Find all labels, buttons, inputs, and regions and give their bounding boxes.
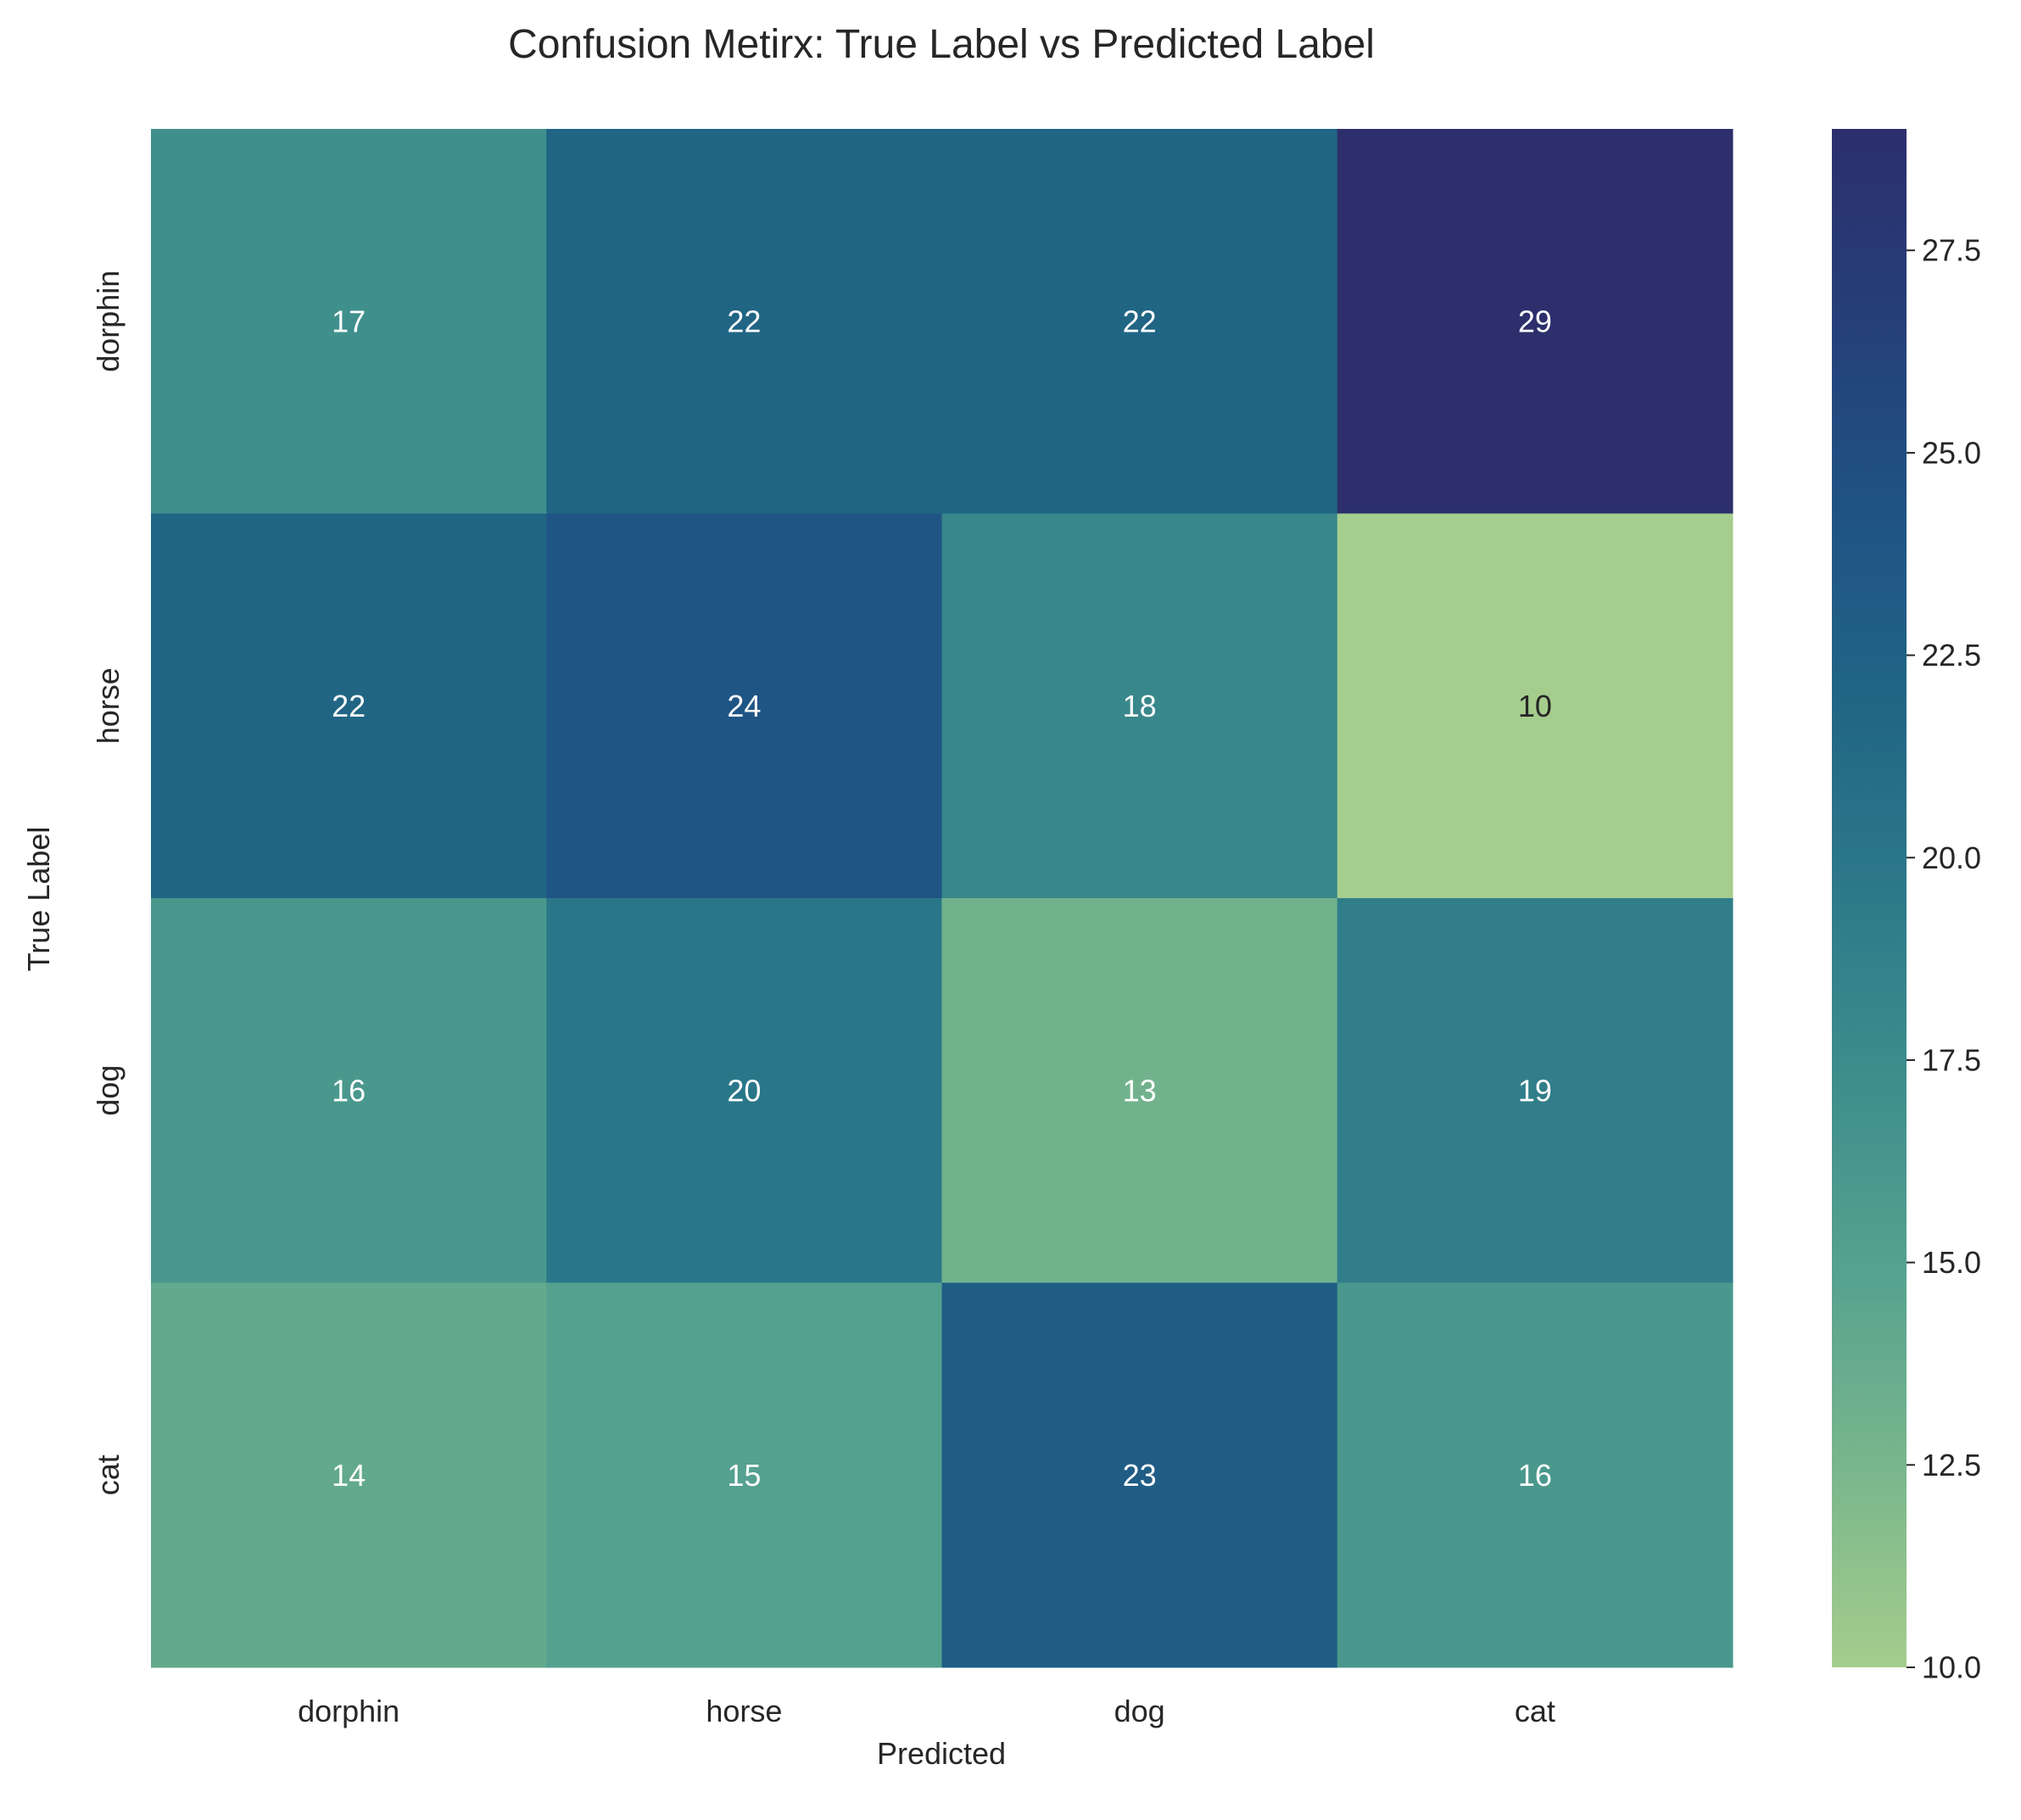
heatmap-cell bbox=[151, 1282, 547, 1668]
colorbar-tick-label: 25.0 bbox=[1922, 435, 1981, 470]
cell-value-label: 13 bbox=[1123, 1073, 1157, 1108]
y-tick-label: horse bbox=[91, 667, 126, 744]
heatmap-cell bbox=[1337, 1282, 1733, 1668]
heatmap-cell bbox=[546, 1282, 942, 1668]
heatmap-cell bbox=[546, 129, 942, 514]
colorbar-tick-label: 17.5 bbox=[1922, 1042, 1981, 1077]
heatmap-cell-labels: 17 22 22 29 22 24 18 10 16 20 13 19 14 15 23 16 bbox=[332, 304, 1552, 1493]
colorbar-tick-label: 10.0 bbox=[1922, 1650, 1981, 1685]
y-tick-label: cat bbox=[91, 1454, 126, 1495]
cell-value-label: 22 bbox=[332, 689, 366, 723]
heatmap-cell bbox=[941, 1282, 1338, 1668]
x-tick-label: horse bbox=[706, 1694, 782, 1728]
y-tick-labels: dorphin horse dog cat bbox=[91, 271, 126, 1496]
heatmap-cell bbox=[1337, 513, 1733, 899]
heatmap-cell bbox=[151, 513, 547, 899]
cell-value-label: 23 bbox=[1123, 1458, 1157, 1493]
colorbar-tick-label: 20.0 bbox=[1922, 840, 1981, 875]
heatmap-cell bbox=[941, 513, 1338, 899]
cell-value-label: 24 bbox=[727, 689, 761, 723]
cell-value-label: 10 bbox=[1518, 689, 1552, 723]
y-axis-label: True Label bbox=[21, 827, 56, 972]
heatmap-cell bbox=[546, 513, 942, 899]
colorbar-tick-label: 12.5 bbox=[1922, 1448, 1981, 1482]
cell-value-label: 17 bbox=[332, 304, 366, 338]
cell-value-label: 29 bbox=[1518, 304, 1552, 338]
colorbar bbox=[1832, 129, 1907, 1667]
heatmap-cell bbox=[151, 129, 547, 514]
x-tick-label: dog bbox=[1114, 1694, 1165, 1728]
colorbar-ticks: 10.0 12.5 15.0 17.5 20.0 22.5 25.0 27.5 bbox=[1907, 233, 1981, 1685]
y-tick-label: dog bbox=[91, 1065, 126, 1116]
cell-value-label: 14 bbox=[332, 1458, 366, 1493]
cell-value-label: 16 bbox=[332, 1073, 366, 1108]
heatmap-cells bbox=[151, 129, 1733, 1668]
colorbar-tick-label: 15.0 bbox=[1922, 1245, 1981, 1280]
cell-value-label: 16 bbox=[1518, 1458, 1552, 1493]
heatmap-cell bbox=[1337, 129, 1733, 514]
cell-value-label: 22 bbox=[727, 304, 761, 338]
cell-value-label: 20 bbox=[727, 1073, 761, 1108]
heatmap-cell bbox=[941, 898, 1338, 1283]
x-tick-labels: dorphin horse dog cat bbox=[298, 1694, 1555, 1728]
x-tick-label: cat bbox=[1515, 1694, 1555, 1728]
x-axis-label: Predicted bbox=[877, 1736, 1006, 1771]
heatmap-cell bbox=[546, 898, 942, 1283]
cell-value-label: 18 bbox=[1123, 689, 1157, 723]
heatmap-cell bbox=[1337, 898, 1733, 1283]
y-tick-label: dorphin bbox=[91, 271, 126, 372]
x-tick-label: dorphin bbox=[298, 1694, 399, 1728]
heatmap-cell bbox=[151, 898, 547, 1283]
chart-title: Confusion Metirx: True Label vs Predicte… bbox=[508, 22, 1375, 67]
colorbar-tick-label: 22.5 bbox=[1922, 638, 1981, 673]
cell-value-label: 22 bbox=[1123, 304, 1157, 338]
heatmap-cell bbox=[941, 129, 1338, 514]
colorbar-tick-label: 27.5 bbox=[1922, 233, 1981, 268]
cell-value-label: 15 bbox=[727, 1458, 761, 1493]
cell-value-label: 19 bbox=[1518, 1073, 1552, 1108]
